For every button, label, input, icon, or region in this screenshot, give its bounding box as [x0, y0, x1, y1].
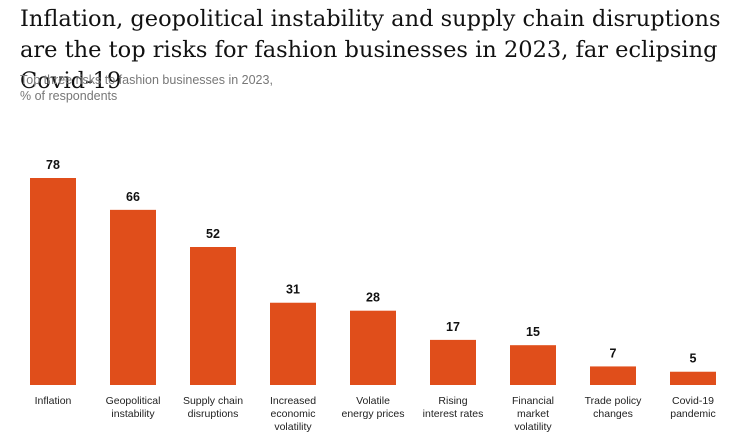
bar — [510, 345, 556, 385]
data-label: 7 — [610, 346, 617, 360]
chart-subtitle: Top three risks to fashion businesses in… — [20, 72, 273, 104]
data-label: 15 — [526, 325, 540, 339]
bar — [190, 247, 236, 385]
data-label: 52 — [206, 227, 220, 241]
subtitle-line-1: Top three risks to fashion businesses in… — [20, 73, 273, 87]
category-label: Rising interest rates — [423, 395, 484, 420]
bar — [590, 366, 636, 385]
data-label: 78 — [46, 158, 60, 172]
data-label: 66 — [126, 190, 140, 204]
bar — [110, 209, 156, 385]
category-label: Inflation — [35, 395, 72, 407]
data-label: 17 — [446, 320, 460, 334]
category-label: Supply chain disruptions — [183, 395, 243, 420]
data-label: 5 — [690, 352, 697, 366]
bar — [350, 310, 396, 385]
subtitle-line-2: % of respondents — [20, 89, 118, 103]
bar — [670, 371, 716, 385]
category-label: Financial market volatility — [512, 395, 554, 433]
category-label: Covid-19 pandemic — [670, 395, 716, 420]
category-label: Geopolitical instability — [106, 395, 161, 420]
data-label: 28 — [366, 291, 380, 305]
bar — [30, 178, 76, 385]
data-label: 31 — [286, 283, 300, 297]
bar — [430, 339, 476, 385]
category-label: Increased economic volatility — [270, 395, 316, 433]
chart-title: Inflation, geopolitical instability and … — [20, 6, 721, 94]
category-label: Volatile energy prices — [341, 395, 404, 420]
bar — [270, 302, 316, 385]
category-label: Trade policy changes — [585, 395, 643, 420]
